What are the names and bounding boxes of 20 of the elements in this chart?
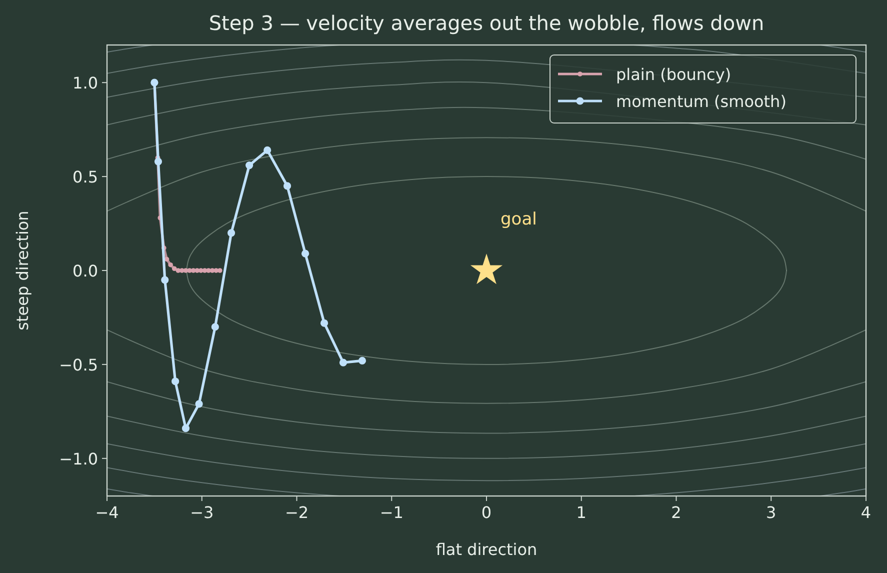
x-tick-label: −2: [284, 503, 309, 522]
x-tick-label: 2: [671, 503, 682, 522]
x-tick-label: 3: [766, 503, 776, 522]
series-label: goal: [500, 210, 537, 230]
y-axis-title: steep direction: [13, 210, 32, 330]
x-tick-label: −1: [380, 503, 404, 522]
y-tick-label: 0.5: [72, 168, 98, 187]
y-tick-label: −1.0: [59, 449, 98, 468]
y-tick-label: −0.5: [59, 355, 98, 374]
x-tick-label: 4: [860, 503, 872, 522]
y-tick-label: 0.0: [72, 262, 98, 280]
x-tick-label: 1: [576, 503, 586, 522]
chart-title: Step 3 — velocity averages out the wobble, flows down: [208, 11, 764, 35]
x-tick-label: 0: [481, 503, 492, 522]
y-tick-label: 1.0: [72, 74, 98, 93]
x-tick-label: −3: [190, 503, 214, 522]
legend-label: plain (bouncy): [616, 65, 732, 84]
x-tick-label: −4: [95, 503, 119, 522]
legend-label: momentum (smooth): [616, 92, 786, 111]
x-axis-title: flat direction: [436, 540, 538, 559]
